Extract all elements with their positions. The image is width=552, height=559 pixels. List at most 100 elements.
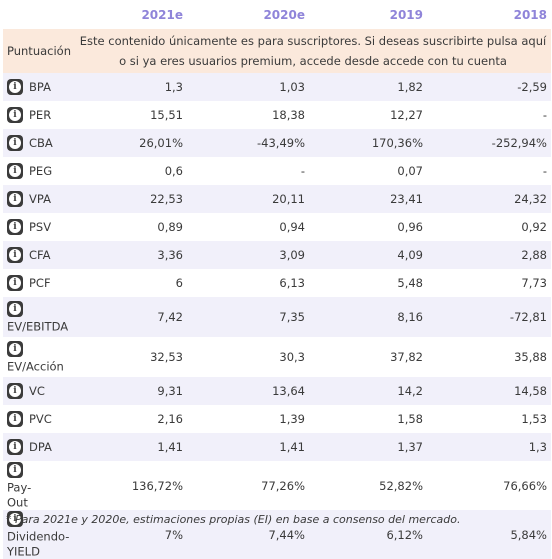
- cell-2019: 8,16: [309, 297, 427, 337]
- cell-2020e: 30,3: [187, 337, 309, 377]
- cell-2019: 37,82: [309, 337, 427, 377]
- row-label: VC: [29, 384, 45, 398]
- cell-2019: 0,96: [309, 213, 427, 241]
- cell-2019: 4,09: [309, 241, 427, 269]
- cell-2018: 76,66%: [427, 461, 551, 510]
- row-label-line-1: Pay-: [7, 480, 32, 495]
- row-label: BPA: [29, 80, 51, 94]
- cell-2019: 1,82: [309, 73, 427, 101]
- table-row: CFA 3,36 3,09 4,09 2,88: [3, 241, 551, 269]
- row-label-line-2: Out: [7, 495, 28, 509]
- score-row: Puntuación Este contenido únicamente es …: [3, 29, 551, 73]
- row-label: VPA: [29, 192, 51, 206]
- cell-2018: 1,53: [427, 405, 551, 433]
- info-icon[interactable]: [7, 275, 23, 291]
- table-row: EV/Acción 32,53 30,3 37,82 35,88: [3, 337, 551, 377]
- table-row: EV/EBITDA 7,42 7,35 8,16 -72,81: [3, 297, 551, 337]
- info-icon[interactable]: [7, 163, 23, 179]
- cell-2019: 12,27: [309, 101, 427, 129]
- info-icon[interactable]: [7, 411, 23, 427]
- cell-2021e: 0,89: [75, 213, 187, 241]
- info-icon[interactable]: [7, 340, 23, 357]
- row-label: CFA: [29, 248, 51, 262]
- cell-2020e: 20,11: [187, 185, 309, 213]
- info-icon[interactable]: [7, 79, 23, 95]
- table-row: CBA 26,01% -43,49% 170,36% -252,94%: [3, 129, 551, 157]
- cell-2020e: 7,35: [187, 297, 309, 337]
- footnote: * Para 2021e y 2020e, estimaciones propi…: [6, 513, 461, 526]
- cell-2020e: 1,03: [187, 73, 309, 101]
- table-row: PEG 0,6 - 0,07 -: [3, 157, 551, 185]
- table-row: Pay-Out 136,72% 77,26% 52,82% 76,66%: [3, 461, 551, 510]
- cell-2019: 1,58: [309, 405, 427, 433]
- cell-2021e: 9,31: [75, 377, 187, 405]
- cell-2021e: 22,53: [75, 185, 187, 213]
- cell-2020e: -: [187, 157, 309, 185]
- row-label: PER: [29, 108, 52, 122]
- cell-2018: 0,92: [427, 213, 551, 241]
- cell-2021e: 15,51: [75, 101, 187, 129]
- cell-2019: 52,82%: [309, 461, 427, 510]
- cell-2018: -2,59: [427, 73, 551, 101]
- info-icon[interactable]: [7, 107, 23, 123]
- row-label: PEG: [29, 164, 53, 178]
- info-icon[interactable]: [7, 191, 23, 207]
- header-2019: 2019: [309, 0, 427, 29]
- cell-2019: 0,07: [309, 157, 427, 185]
- cell-2018: -72,81: [427, 297, 551, 337]
- row-label: PVC: [29, 412, 52, 426]
- info-icon[interactable]: [7, 439, 23, 455]
- cell-2018: 2,88: [427, 241, 551, 269]
- cell-2020e: 6,13: [187, 269, 309, 297]
- ratios-table: 2021e 2020e 2019 2018 Puntuación Este co…: [3, 0, 551, 559]
- header-row: 2021e 2020e 2019 2018: [3, 0, 551, 29]
- info-icon[interactable]: [7, 462, 23, 478]
- row-label: EV/EBITDA: [7, 319, 69, 334]
- cell-2021e: 3,36: [75, 241, 187, 269]
- info-icon[interactable]: [7, 219, 23, 235]
- cell-2018: -: [427, 157, 551, 185]
- header-2020e: 2020e: [187, 0, 309, 29]
- cell-2018: 14,58: [427, 377, 551, 405]
- header-2021e: 2021e: [75, 0, 187, 29]
- cell-2018: 7,73: [427, 269, 551, 297]
- cell-2018: 1,3: [427, 433, 551, 461]
- table-row: BPA 1,3 1,03 1,82 -2,59: [3, 73, 551, 101]
- info-icon[interactable]: [7, 511, 23, 527]
- row-label-line-1: Dividendo-: [7, 529, 70, 544]
- cell-2018: -: [427, 101, 551, 129]
- row-label: PSV: [29, 220, 52, 234]
- cell-2018: 35,88: [427, 337, 551, 377]
- header-2018: 2018: [427, 0, 551, 29]
- cell-2019: 5,48: [309, 269, 427, 297]
- row-label: CBA: [29, 136, 53, 150]
- info-icon[interactable]: [7, 135, 23, 151]
- info-icon[interactable]: [7, 383, 23, 399]
- cell-2020e: 1,41: [187, 433, 309, 461]
- cell-2021e: 32,53: [75, 337, 187, 377]
- row-label: DPA: [29, 440, 52, 454]
- row-label: EV/Acción: [7, 359, 64, 374]
- cell-2020e: 77,26%: [187, 461, 309, 510]
- table-row: DPA 1,41 1,41 1,37 1,3: [3, 433, 551, 461]
- cell-2021e: 0,6: [75, 157, 187, 185]
- cell-2021e: 1,3: [75, 73, 187, 101]
- subscriber-notice[interactable]: Este contenido únicamente es para suscri…: [75, 29, 551, 73]
- cell-2018: -252,94%: [427, 129, 551, 157]
- cell-2020e: 0,94: [187, 213, 309, 241]
- info-icon[interactable]: [7, 300, 23, 317]
- score-label: Puntuación: [3, 29, 75, 73]
- cell-2020e: 1,39: [187, 405, 309, 433]
- table-row: PVC 2,16 1,39 1,58 1,53: [3, 405, 551, 433]
- row-label-line-2: YIELD: [7, 544, 40, 558]
- cell-2021e: 6: [75, 269, 187, 297]
- cell-2019: 1,37: [309, 433, 427, 461]
- cell-2021e: 7,42: [75, 297, 187, 337]
- table-row: PCF 6 6,13 5,48 7,73: [3, 269, 551, 297]
- cell-2018: 24,32: [427, 185, 551, 213]
- table-row: VC 9,31 13,64 14,2 14,58: [3, 377, 551, 405]
- row-label: PCF: [29, 276, 51, 290]
- info-icon[interactable]: [7, 247, 23, 263]
- cell-2020e: 13,64: [187, 377, 309, 405]
- cell-2019: 170,36%: [309, 129, 427, 157]
